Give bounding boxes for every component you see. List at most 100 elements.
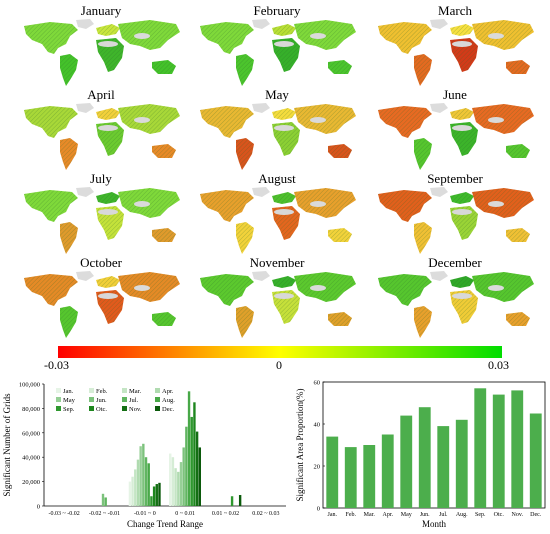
colorbar	[58, 346, 502, 358]
significance-hatch	[24, 106, 78, 138]
legend-label: Jul.	[129, 397, 139, 404]
x-tick-label: Feb.	[346, 512, 357, 518]
asia-desert-shape	[310, 117, 326, 123]
map-panel: March	[366, 4, 544, 88]
asia-desert-shape	[488, 201, 504, 207]
x-tick-label: Jan.	[328, 512, 338, 518]
world-map	[200, 271, 356, 338]
significance-hatch	[200, 22, 254, 54]
significance-hatch	[96, 108, 120, 120]
greenland-shape	[252, 19, 270, 29]
legend-swatch	[56, 388, 61, 393]
map-month-title: April	[87, 87, 115, 102]
asia-desert-shape	[488, 285, 504, 291]
significance-hatch	[328, 60, 352, 74]
y-tick-label: 40,000	[22, 455, 40, 462]
x-tick-label: Otc.	[494, 512, 505, 518]
legend-swatch	[155, 397, 160, 402]
month-bar	[474, 388, 487, 508]
monthly-map-grid: January February March April May June July Augu…	[12, 4, 544, 340]
month-bar	[455, 419, 468, 508]
y-axis-label: Significant Number of Grids	[2, 393, 12, 497]
map-panel: February	[188, 4, 366, 88]
histogram-bar	[171, 457, 175, 506]
x-tick-label: Aug.	[456, 512, 468, 518]
greenland-shape	[252, 187, 270, 197]
legend-swatch	[122, 406, 127, 411]
month-bar	[437, 426, 450, 508]
sahara-shape	[98, 125, 118, 131]
significance-hatch	[96, 192, 120, 204]
greenland-shape	[430, 19, 448, 29]
map-month-title: November	[249, 255, 305, 270]
histogram-bar	[147, 463, 150, 506]
sahara-shape	[452, 209, 472, 215]
month-bar	[344, 447, 357, 508]
map-panel: November	[188, 256, 366, 340]
colorbar-mid-label: 0	[276, 358, 282, 372]
trend-range-histogram: 0 20,000 40,000 60,000 80,000 100,000 -0.03 ~ …	[2, 382, 286, 529]
sahara-shape	[452, 41, 472, 47]
y-tick-label: 60	[314, 380, 321, 387]
histogram-bar	[142, 443, 145, 506]
world-map	[24, 19, 180, 86]
greenland-shape	[252, 271, 270, 281]
world-map	[378, 19, 534, 86]
significance-hatch	[506, 228, 530, 242]
world-map	[24, 271, 180, 338]
map-panel: July	[12, 172, 190, 256]
significance-hatch	[24, 274, 78, 306]
significance-hatch	[200, 274, 254, 306]
map-month-title: July	[90, 171, 112, 186]
legend-label: Aug.	[162, 397, 175, 404]
histogram-bar	[104, 497, 107, 506]
x-tick-label: Dec.	[530, 512, 542, 518]
histogram-bar	[187, 391, 191, 506]
map-month-title: February	[253, 3, 301, 18]
world-map	[200, 187, 356, 254]
significance-hatch	[506, 144, 530, 158]
sahara-shape	[98, 293, 118, 299]
histogram-bar	[198, 447, 201, 506]
y-tick-label: 0	[37, 504, 40, 511]
histogram-bar	[131, 476, 134, 506]
asia-desert-shape	[134, 117, 150, 123]
legend-swatch	[155, 406, 160, 411]
world-map	[24, 103, 180, 170]
significance-hatch	[24, 190, 78, 222]
world-map	[378, 271, 534, 338]
map-month-title: September	[427, 171, 483, 186]
sahara-shape	[98, 209, 118, 215]
legend-label: May	[63, 397, 76, 404]
greenland-shape	[430, 187, 448, 197]
significance-hatch	[152, 312, 176, 326]
map-month-title: March	[438, 3, 472, 18]
world-map	[378, 103, 534, 170]
asia-desert-shape	[488, 33, 504, 39]
histogram-bar	[139, 446, 142, 506]
histogram-bar	[101, 493, 105, 506]
y-tick-label: 20,000	[22, 479, 40, 486]
significance-hatch	[152, 144, 176, 158]
map-panel: August	[188, 172, 366, 256]
significance-hatch	[24, 22, 78, 54]
x-tick-label: 0.01 ~ 0.02	[212, 511, 239, 517]
world-map	[378, 187, 534, 254]
map-panel: September	[366, 172, 544, 256]
asia-desert-shape	[134, 285, 150, 291]
y-tick-label: 0	[317, 506, 320, 513]
legend-label: Dec.	[162, 406, 174, 413]
histogram-bar	[190, 416, 193, 506]
greenland-shape	[76, 103, 94, 113]
legend-label: Nov.	[129, 406, 142, 413]
histogram-bar	[185, 426, 188, 506]
month-bar	[363, 445, 376, 508]
legend-swatch	[89, 397, 94, 402]
significance-hatch	[60, 222, 78, 254]
significance-hatch	[328, 144, 352, 158]
histogram-bar	[230, 496, 234, 506]
y-tick-label: 80,000	[22, 406, 40, 413]
histogram-bar	[134, 469, 137, 506]
month-bar	[400, 415, 413, 508]
world-map	[200, 19, 356, 86]
